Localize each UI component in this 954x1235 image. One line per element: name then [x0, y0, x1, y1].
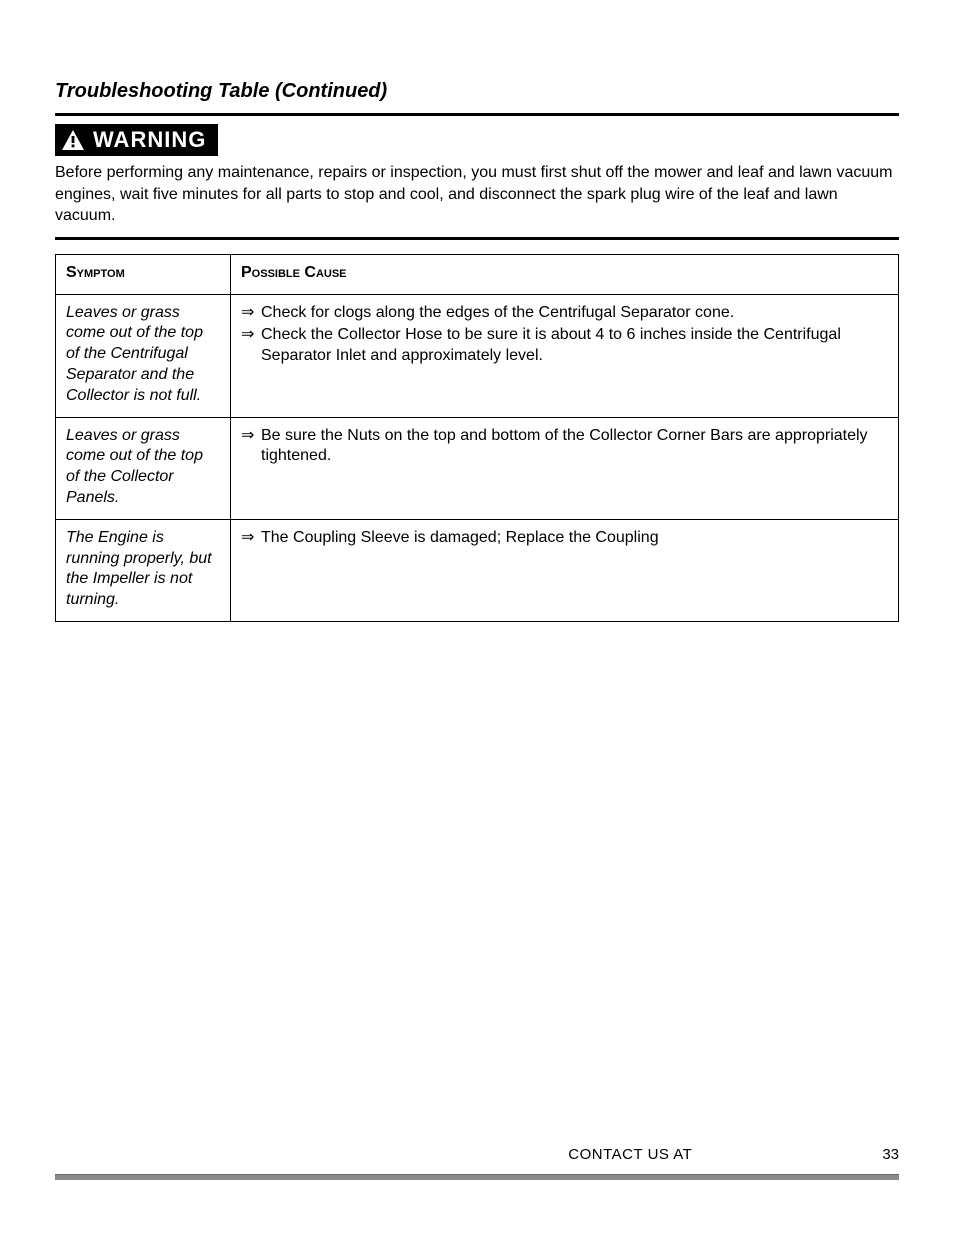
cause-text: Check the Collector Hose to be sure it i…	[261, 325, 888, 367]
cause-list: ⇒ Check for clogs along the edges of the…	[241, 303, 888, 367]
manual-page: Troubleshooting Table (Continued) WARNIN…	[0, 0, 954, 1235]
cause-list: ⇒ Be sure the Nuts on the top and bottom…	[241, 426, 888, 468]
cause-list: ⇒ The Coupling Sleeve is damaged; Replac…	[241, 528, 888, 549]
divider-top	[55, 113, 899, 116]
arrow-icon: ⇒	[241, 528, 261, 549]
cause-text: Be sure the Nuts on the top and bottom o…	[261, 426, 888, 468]
table-row: The Engine is running properly, but the …	[56, 519, 899, 621]
arrow-icon: ⇒	[241, 426, 261, 447]
page-number: 33	[882, 1146, 899, 1163]
arrow-icon: ⇒	[241, 325, 261, 346]
symptom-text: The Engine is running properly, but the …	[66, 529, 212, 608]
cause-item: ⇒ Check for clogs along the edges of the…	[241, 303, 888, 324]
table-row: Leaves or grass come out of the top of t…	[56, 294, 899, 417]
cause-item: ⇒ The Coupling Sleeve is damaged; Replac…	[241, 528, 888, 549]
col-header-cause: Possible Cause	[231, 254, 899, 294]
table-row: Leaves or grass come out of the top of t…	[56, 417, 899, 519]
symptom-text: Leaves or grass come out of the top of t…	[66, 304, 203, 404]
cause-text: The Coupling Sleeve is damaged; Replace …	[261, 528, 888, 549]
divider-after-warning	[55, 237, 899, 240]
warning-text: Before performing any maintenance, repai…	[55, 162, 899, 227]
footer-contact: CONTACT US AT	[568, 1146, 692, 1163]
cause-text: Check for clogs along the edges of the C…	[261, 303, 888, 324]
table-header-row: Symptom Possible Cause	[56, 254, 899, 294]
cause-item: ⇒ Check the Collector Hose to be sure it…	[241, 325, 888, 367]
warning-label: WARNING	[93, 127, 206, 153]
warning-icon	[61, 129, 85, 151]
arrow-icon: ⇒	[241, 303, 261, 324]
footer-rule	[55, 1174, 899, 1180]
section-title: Troubleshooting Table (Continued)	[55, 80, 899, 103]
cause-item: ⇒ Be sure the Nuts on the top and bottom…	[241, 426, 888, 468]
col-header-symptom: Symptom	[56, 254, 231, 294]
page-footer: CONTACT US AT 33	[55, 1146, 899, 1163]
symptom-text: Leaves or grass come out of the top of t…	[66, 427, 203, 506]
warning-badge: WARNING	[55, 124, 218, 156]
troubleshooting-table: Symptom Possible Cause Leaves or grass c…	[55, 254, 899, 622]
